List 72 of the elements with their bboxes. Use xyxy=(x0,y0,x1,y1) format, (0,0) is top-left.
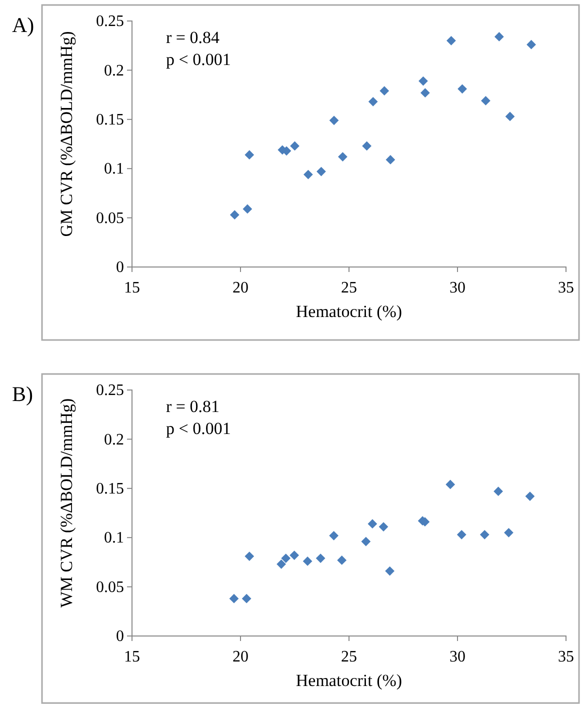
point xyxy=(229,594,239,604)
point xyxy=(329,530,338,540)
point xyxy=(446,480,456,490)
y-tick-label: 0.2 xyxy=(104,62,124,80)
x-tick-label: 35 xyxy=(558,648,574,666)
y-tick-label: 0.05 xyxy=(96,578,124,596)
point xyxy=(368,519,378,529)
point xyxy=(281,554,291,563)
point xyxy=(276,559,286,569)
chart-title: B) xyxy=(12,382,34,406)
point xyxy=(525,492,535,501)
y-tick-label: 0.1 xyxy=(104,530,124,547)
point xyxy=(230,210,240,220)
chart-title: A) xyxy=(12,13,34,37)
x-tick-label: 25 xyxy=(341,648,357,666)
y-tick-label: 0 xyxy=(116,259,124,276)
point xyxy=(446,36,456,46)
annotation: p < 0.001 xyxy=(166,50,231,69)
y-tick-label: 0.25 xyxy=(96,382,124,400)
point xyxy=(316,554,326,563)
x-tick-label: 20 xyxy=(232,280,248,297)
y-tick-label: 0.15 xyxy=(96,480,124,498)
point xyxy=(290,141,300,151)
annotation: r = 0.81 xyxy=(166,397,220,416)
point xyxy=(244,552,254,561)
point xyxy=(338,152,348,162)
y-axis-title: GM CVR (%ΔBOLD/mmHg) xyxy=(57,31,76,237)
x-tick-label: 15 xyxy=(124,280,140,297)
x-tick-label: 15 xyxy=(124,648,140,666)
point xyxy=(386,155,396,164)
y-tick-label: 0.25 xyxy=(96,13,124,30)
point xyxy=(302,556,312,566)
point xyxy=(456,530,466,540)
annotation: p < 0.001 xyxy=(166,419,231,438)
y-tick-label: 0.05 xyxy=(96,210,124,227)
point xyxy=(316,166,326,176)
point xyxy=(418,76,428,86)
y-axis-title: WM CVR (%ΔBOLD/mmHg) xyxy=(57,398,76,608)
point xyxy=(385,566,394,576)
point xyxy=(481,96,490,106)
point xyxy=(378,522,388,532)
point xyxy=(420,88,430,98)
point xyxy=(329,116,339,126)
point xyxy=(526,40,536,50)
point xyxy=(368,96,378,106)
y-tick-label: 0.2 xyxy=(104,431,124,448)
point xyxy=(480,530,490,540)
x-tick-label: 35 xyxy=(558,280,574,297)
point xyxy=(458,84,467,94)
point xyxy=(505,112,515,122)
x-tick-label: 25 xyxy=(341,280,357,297)
point xyxy=(242,594,252,604)
x-tick-label: 30 xyxy=(450,280,466,297)
y-tick-label: 0.15 xyxy=(96,112,124,129)
point xyxy=(362,141,372,151)
point xyxy=(361,536,371,546)
y-tick-label: 0 xyxy=(116,628,124,646)
x-axis-title: Hematocrit (%) xyxy=(296,671,402,690)
x-tick-label: 20 xyxy=(232,648,248,666)
point xyxy=(290,550,300,560)
y-tick-label: 0.1 xyxy=(104,160,124,178)
point xyxy=(337,556,347,565)
annotation: r = 0.84 xyxy=(166,28,220,47)
point xyxy=(504,528,514,538)
x-tick-label: 30 xyxy=(450,648,466,666)
point xyxy=(244,150,254,160)
point xyxy=(494,32,504,42)
point xyxy=(304,170,313,180)
x-axis-title: Hematocrit (%) xyxy=(296,302,402,321)
point xyxy=(380,86,390,96)
point xyxy=(242,204,252,214)
point xyxy=(494,486,503,496)
